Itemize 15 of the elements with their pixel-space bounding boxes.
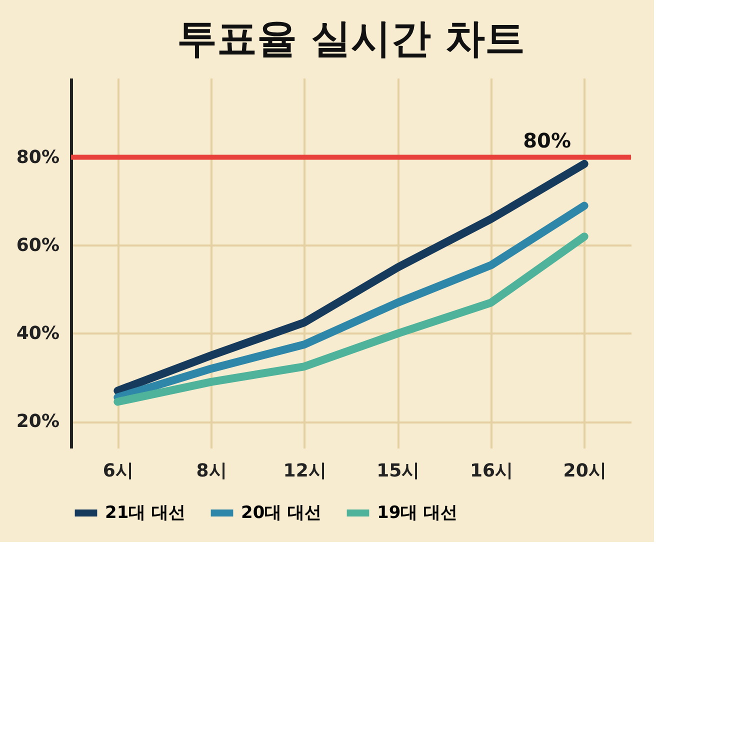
x-tick-label: 12시: [283, 460, 326, 482]
y-tick-label: 40%: [16, 322, 60, 344]
legend-label: 19대 대선: [377, 503, 458, 523]
x-tick-label: 20시: [563, 460, 606, 482]
y-tick-label: 60%: [16, 234, 60, 256]
x-tick-label: 8시: [196, 460, 227, 482]
x-tick-label: 15시: [376, 460, 420, 482]
chart-title: 투표율 실시간 차트: [177, 16, 525, 62]
x-tick-label: 6시: [102, 460, 134, 482]
legend-label: 21대 대선: [105, 503, 186, 523]
y-tick-label: 80%: [16, 146, 60, 168]
y-tick-label: 20%: [16, 411, 60, 432]
ref-line-label: 80%: [523, 128, 571, 152]
legend-label: 20대 대선: [241, 503, 322, 523]
x-tick-label: 16시: [470, 460, 514, 482]
